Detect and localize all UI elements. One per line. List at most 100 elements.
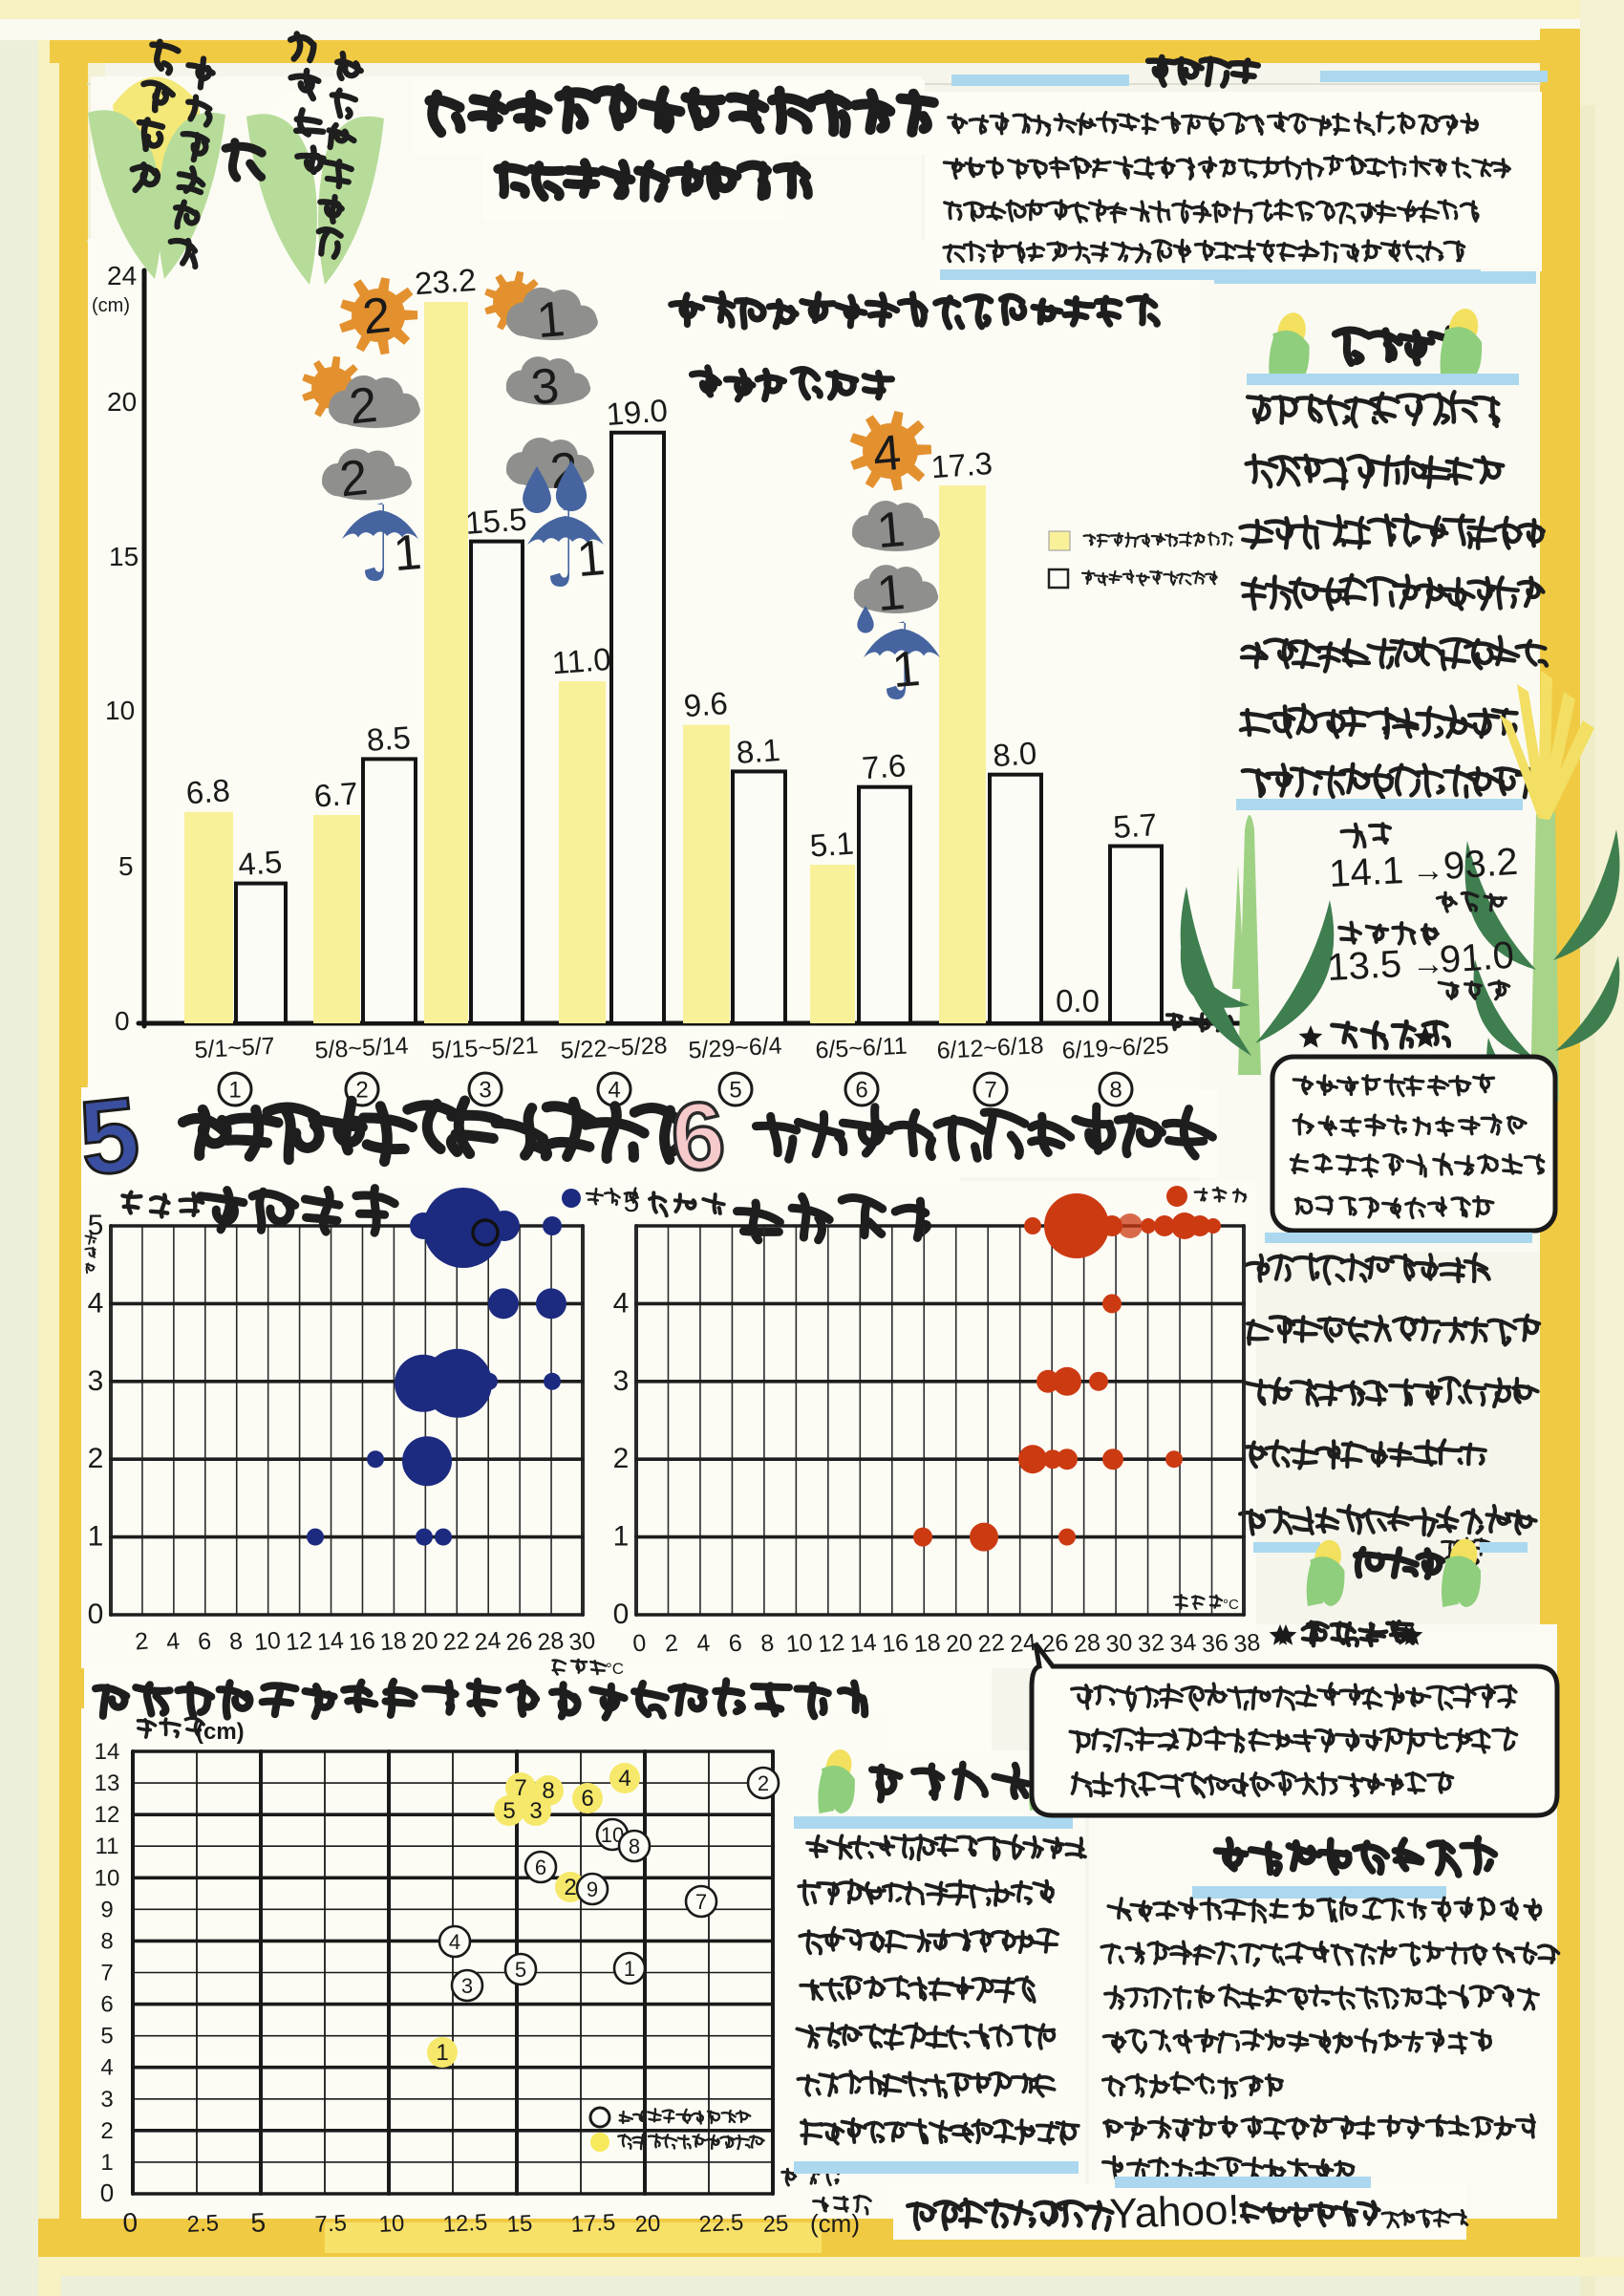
svg-text:28: 28 — [536, 1627, 565, 1656]
svg-text:1: 1 — [100, 2150, 113, 2176]
svg-text:20: 20 — [945, 1629, 973, 1658]
svg-text:20: 20 — [107, 387, 137, 417]
svg-text:1: 1 — [228, 1077, 241, 1103]
svg-text:7.5: 7.5 — [314, 2210, 348, 2238]
svg-text:6/12~6/18: 6/12~6/18 — [936, 1032, 1044, 1064]
svg-text:2: 2 — [100, 2118, 113, 2144]
svg-text:5/22~5/28: 5/22~5/28 — [560, 1032, 668, 1064]
svg-text:12: 12 — [95, 1802, 120, 1828]
svg-text:4: 4 — [695, 1629, 711, 1657]
svg-text:6: 6 — [581, 1786, 593, 1812]
svg-text:7: 7 — [100, 1961, 113, 1986]
svg-text:9.6: 9.6 — [683, 685, 729, 723]
svg-text:30: 30 — [1104, 1629, 1133, 1658]
svg-text:20: 20 — [411, 1627, 439, 1656]
svg-text:7: 7 — [984, 1077, 996, 1103]
svg-text:1: 1 — [535, 291, 567, 349]
svg-text:0: 0 — [631, 1629, 647, 1657]
svg-text:15: 15 — [109, 542, 139, 571]
svg-text:8.5: 8.5 — [366, 719, 412, 758]
svg-text:4: 4 — [165, 1627, 181, 1655]
svg-text:13.5: 13.5 — [1326, 943, 1402, 989]
svg-text:6: 6 — [535, 1856, 546, 1879]
svg-text:6/5~6/11: 6/5~6/11 — [815, 1033, 908, 1064]
svg-text:2: 2 — [355, 1077, 368, 1103]
svg-text:8.1: 8.1 — [736, 732, 781, 770]
svg-text:(cm): (cm) — [810, 2209, 860, 2238]
svg-text:3: 3 — [613, 1365, 630, 1397]
svg-text:10: 10 — [105, 696, 135, 725]
svg-text:10: 10 — [253, 1627, 282, 1656]
svg-text:4: 4 — [871, 425, 904, 483]
svg-text:8: 8 — [542, 1778, 554, 1804]
svg-text:5: 5 — [100, 2024, 113, 2049]
svg-text:14.1: 14.1 — [1328, 849, 1404, 895]
svg-text:1: 1 — [88, 1521, 104, 1553]
svg-text:6: 6 — [855, 1077, 867, 1103]
svg-text:5/15~5/21: 5/15~5/21 — [431, 1032, 539, 1064]
svg-text:4: 4 — [449, 1930, 460, 1954]
svg-text:36: 36 — [1201, 1629, 1229, 1658]
svg-text:1: 1 — [613, 1521, 630, 1553]
svg-text:18: 18 — [379, 1627, 408, 1656]
svg-text:3: 3 — [529, 358, 562, 416]
svg-text:91.0: 91.0 — [1439, 934, 1516, 981]
svg-text:1: 1 — [436, 2040, 448, 2066]
svg-text:4.5: 4.5 — [237, 844, 283, 882]
svg-text:4: 4 — [618, 1766, 630, 1792]
svg-text:5.7: 5.7 — [1112, 806, 1158, 845]
svg-text:7: 7 — [695, 1890, 707, 1914]
svg-text:4: 4 — [88, 1287, 104, 1319]
svg-text:24: 24 — [1009, 1629, 1037, 1658]
svg-text:2: 2 — [134, 1627, 149, 1655]
svg-text:5: 5 — [75, 1075, 145, 1198]
svg-text:0: 0 — [88, 1599, 104, 1630]
svg-text:4: 4 — [608, 1077, 620, 1103]
svg-text:0: 0 — [115, 1006, 130, 1036]
svg-text:6: 6 — [667, 1081, 729, 1191]
svg-text:8: 8 — [759, 1629, 775, 1657]
svg-text:2: 2 — [347, 377, 380, 436]
svg-text:0.0: 0.0 — [1056, 983, 1100, 1019]
svg-text:8.0: 8.0 — [992, 735, 1037, 773]
svg-text:13: 13 — [95, 1770, 120, 1796]
svg-text:1: 1 — [875, 502, 908, 559]
svg-text:6: 6 — [728, 1629, 743, 1657]
svg-text:2: 2 — [337, 450, 371, 508]
svg-text:30: 30 — [567, 1627, 596, 1656]
svg-text:5: 5 — [515, 1958, 526, 1982]
svg-text:12: 12 — [285, 1627, 313, 1656]
svg-text:2: 2 — [564, 1875, 576, 1900]
svg-text:25: 25 — [762, 2211, 789, 2238]
svg-text:93.2: 93.2 — [1442, 841, 1520, 888]
svg-text:5/8~5/14: 5/8~5/14 — [314, 1032, 409, 1063]
svg-text:5.1: 5.1 — [809, 826, 855, 864]
svg-text:3: 3 — [479, 1077, 491, 1103]
svg-text:7: 7 — [514, 1775, 526, 1801]
svg-text:16: 16 — [881, 1629, 909, 1658]
svg-text:24: 24 — [473, 1627, 502, 1656]
svg-text:11: 11 — [96, 1834, 119, 1859]
svg-text:°C: °C — [1223, 1597, 1239, 1613]
svg-text:0: 0 — [613, 1599, 630, 1630]
svg-text:10: 10 — [785, 1629, 814, 1658]
svg-text:10: 10 — [378, 2211, 405, 2238]
svg-text:38: 38 — [1232, 1629, 1261, 1658]
svg-text:2: 2 — [758, 1771, 769, 1795]
svg-text:15.5: 15.5 — [464, 501, 528, 540]
svg-text:22.5: 22.5 — [698, 2210, 744, 2238]
svg-text:8: 8 — [1109, 1077, 1122, 1103]
svg-text:8: 8 — [629, 1835, 640, 1858]
svg-text:1: 1 — [890, 641, 923, 698]
svg-text:11.0: 11.0 — [551, 641, 612, 680]
svg-text:4: 4 — [613, 1287, 630, 1319]
svg-text:19.0: 19.0 — [605, 393, 669, 432]
svg-text:5: 5 — [502, 1798, 515, 1824]
svg-text:22: 22 — [441, 1627, 470, 1656]
svg-text:4: 4 — [100, 2055, 113, 2081]
svg-text:8: 8 — [228, 1627, 244, 1655]
svg-text:2: 2 — [88, 1443, 104, 1474]
svg-text:20: 20 — [634, 2211, 661, 2238]
svg-text:5/29~6/4: 5/29~6/4 — [688, 1032, 782, 1063]
svg-text:→: → — [1412, 852, 1444, 889]
